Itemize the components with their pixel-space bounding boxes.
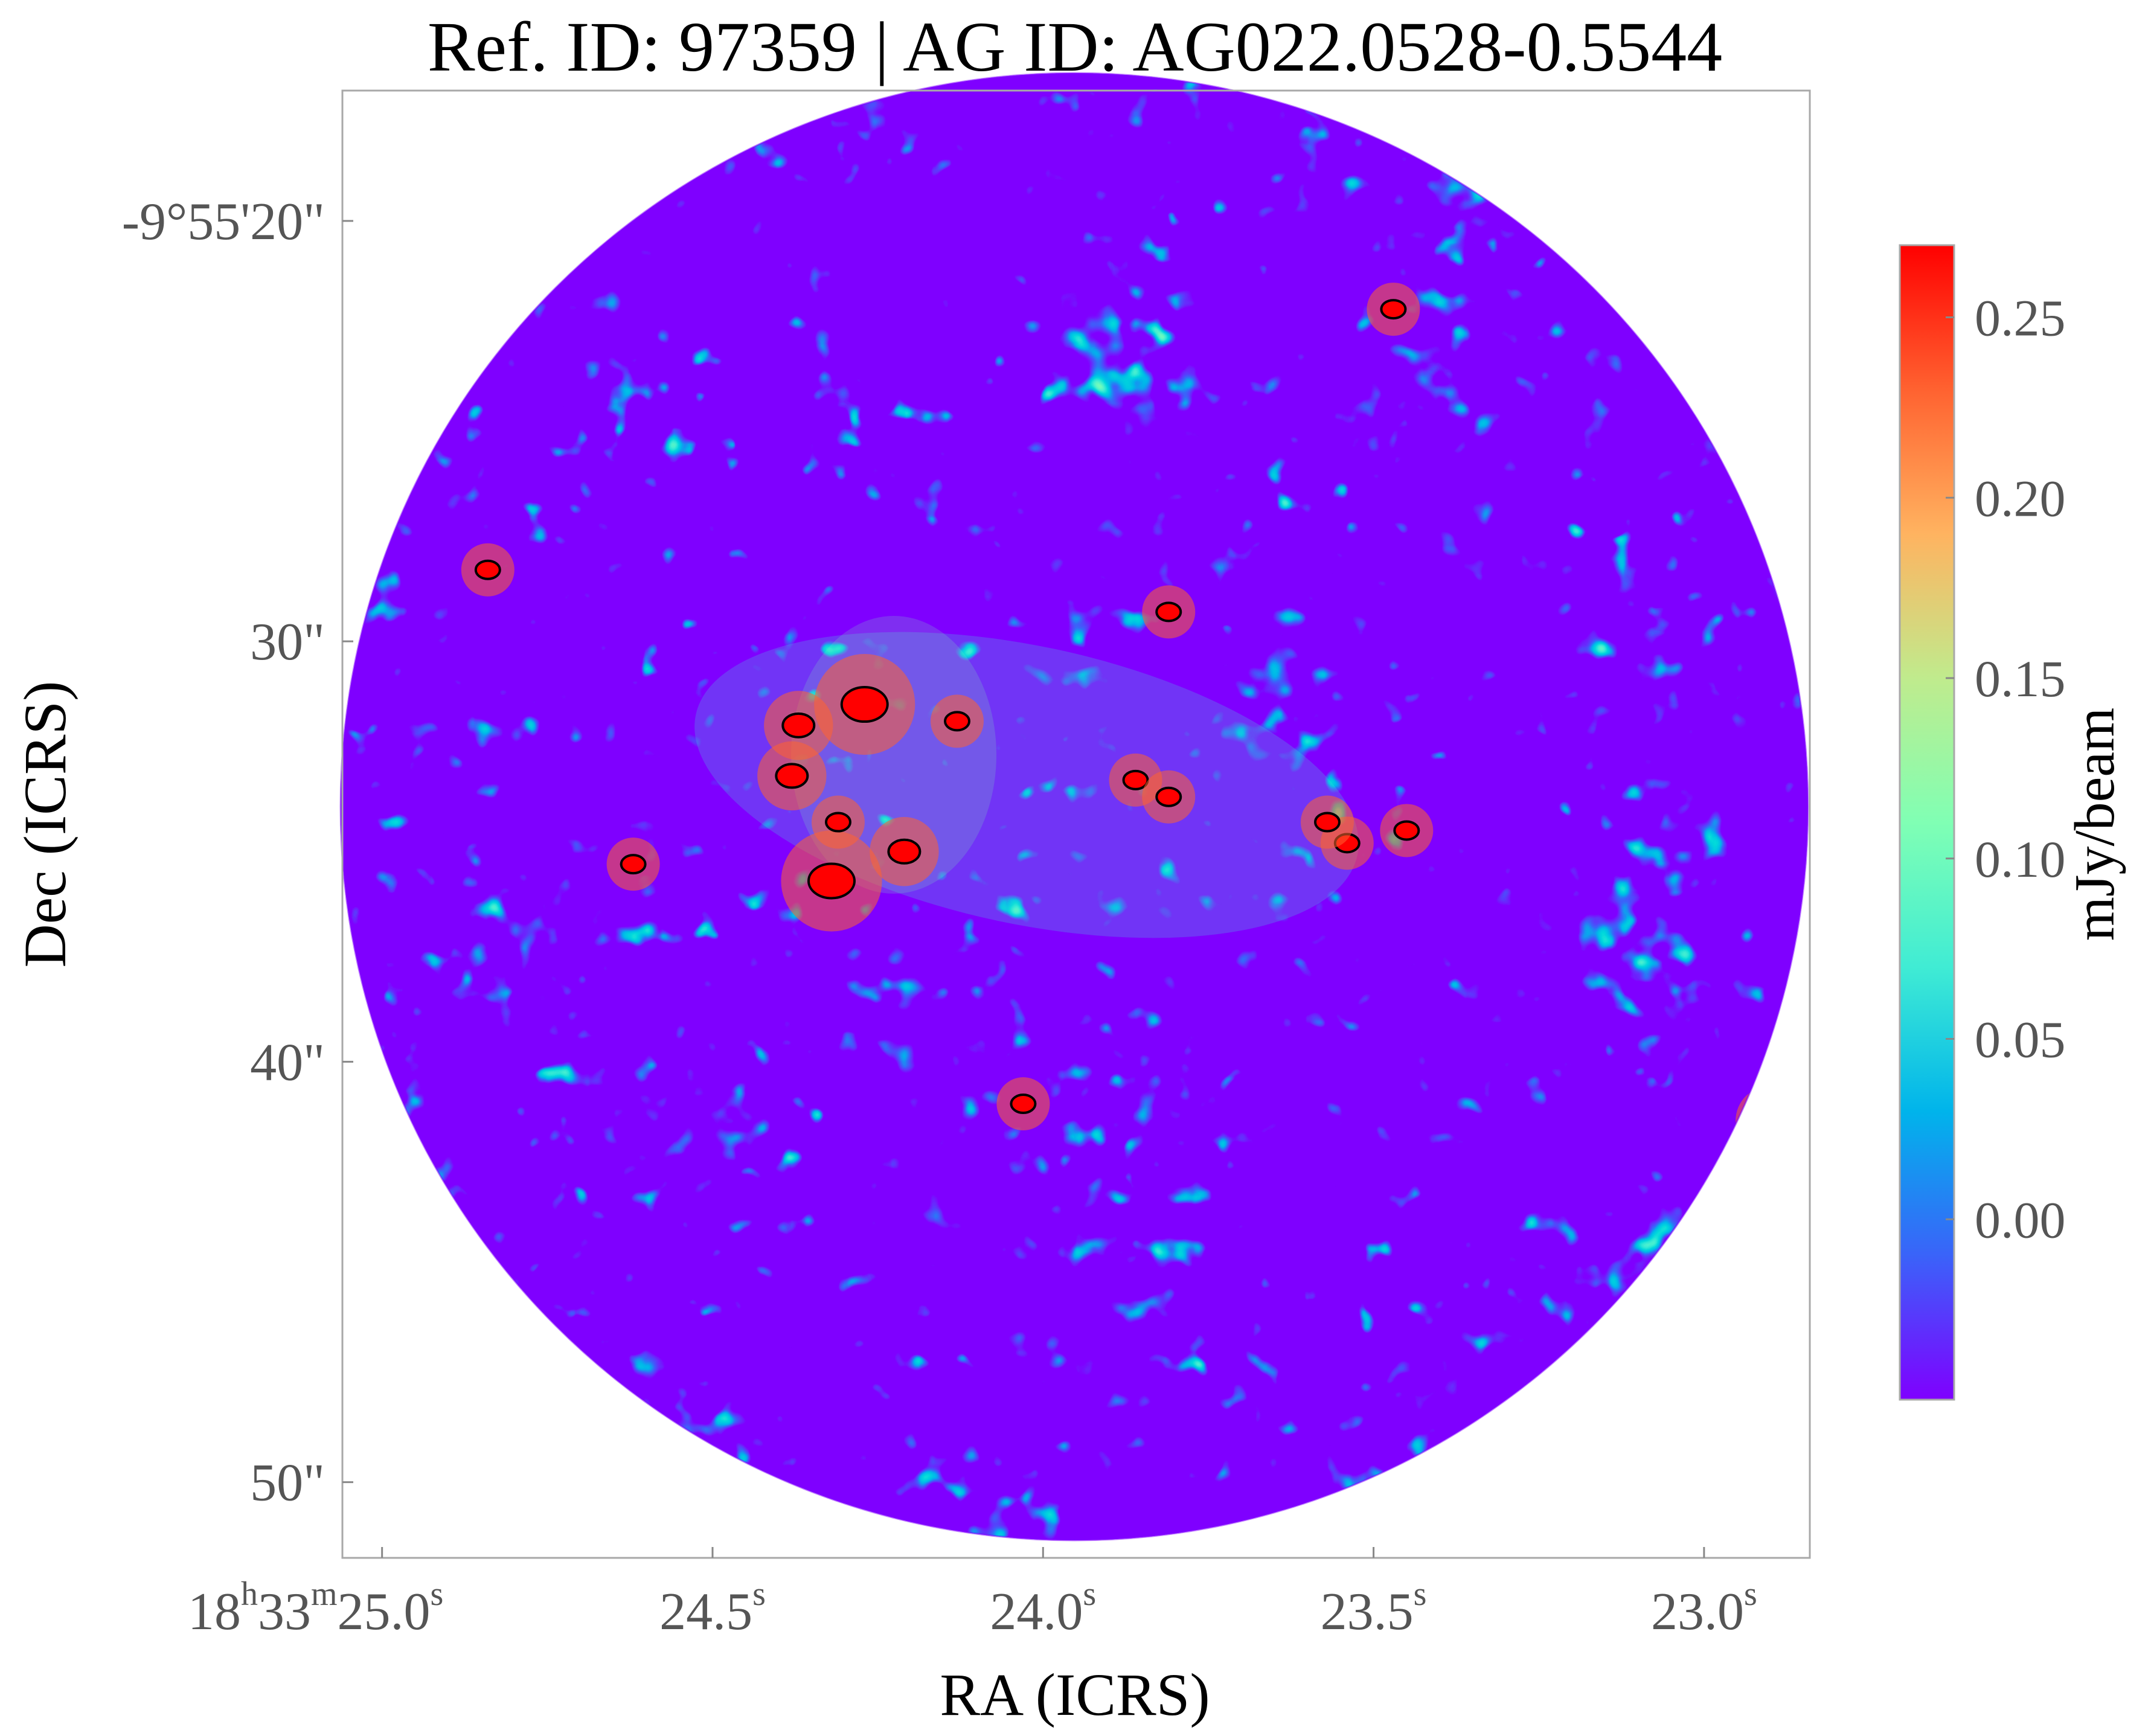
source-contour [824, 812, 851, 833]
x-tick-seconds: 24.5 [659, 1583, 752, 1641]
source-contour [943, 711, 970, 732]
source-contour [887, 838, 922, 865]
colorbar-tick-label: 0.05 [1975, 1011, 2066, 1069]
source-halo [1736, 1086, 1805, 1156]
y-tick-label: 50" [250, 1454, 325, 1513]
colorbar-tick-label: 0.20 [1975, 469, 2066, 527]
colorbar-bar [1899, 244, 1955, 1401]
colorbar-label: mJy/beam [2063, 708, 2126, 941]
x-tick-seconds: 25.0 [338, 1583, 431, 1641]
source-contour [781, 712, 816, 738]
colorbar-tick-label: 0.00 [1975, 1191, 2066, 1249]
x-tick-label: 23.0s [1651, 1575, 1757, 1641]
heatmap-noise [341, 73, 1808, 1540]
y-axis-ticks: -9°55'20" 30" 40" 50" [122, 193, 353, 1513]
source-contour [474, 559, 501, 580]
colorbar-tick-label: 0.25 [1975, 289, 2066, 347]
source-contour [1155, 786, 1182, 807]
x-axis-ticks: 18h33m25.0s 24.5s 24.0s 23.5s 23.0s [188, 1547, 1757, 1641]
x-tick-seconds-unit: s [431, 1575, 444, 1613]
x-tick-seconds-unit: s [1414, 1575, 1427, 1613]
y-tick-label: 30" [250, 613, 325, 671]
colorbar-tick-label: 0.10 [1975, 830, 2066, 888]
x-tick-seconds: 24.0 [990, 1583, 1083, 1641]
x-tick-seconds-unit: s [752, 1575, 766, 1613]
x-tick-seconds: 23.5 [1321, 1583, 1414, 1641]
colorbar-tick-label: 0.15 [1975, 650, 2066, 708]
source-contour [1010, 1094, 1037, 1115]
y-tick-label: 40" [250, 1033, 325, 1092]
source-contour [1155, 601, 1182, 623]
source-contour [1313, 812, 1341, 833]
source-contour [807, 862, 856, 900]
x-tick-hours-unit: h [241, 1575, 258, 1613]
field-of-view-edge [339, 72, 1809, 1542]
x-tick-label: 24.5s [659, 1575, 766, 1641]
x-tick-label: 23.5s [1321, 1575, 1427, 1641]
x-tick-seconds-unit: s [1744, 1575, 1757, 1613]
source-contour [840, 686, 889, 723]
y-axis-label: Dec (ICRS) [11, 681, 79, 968]
source-contour [1753, 1107, 1787, 1134]
x-tick-seconds: 23.0 [1651, 1583, 1744, 1641]
source-contour [1393, 820, 1420, 841]
source-contour [1122, 769, 1149, 790]
x-tick-seconds-unit: s [1083, 1575, 1096, 1613]
x-tick-minutes-unit: m [311, 1575, 338, 1613]
x-tick-hours: 18 [188, 1583, 241, 1641]
colorbar: 0.25 0.20 0.15 0.10 0.05 0.00 [1899, 244, 2066, 1401]
x-tick-label: 24.0s [990, 1575, 1096, 1641]
source-contour [1380, 299, 1407, 320]
source-contour [620, 854, 647, 875]
x-tick-label: 18h33m25.0s [188, 1575, 443, 1641]
x-axis-label: RA (ICRS) [940, 1661, 1210, 1728]
source-contour [775, 763, 809, 789]
y-tick-label: -9°55'20" [122, 193, 325, 251]
x-tick-minutes: 33 [258, 1583, 311, 1641]
plot-frame [341, 89, 1811, 1559]
heatmap-image [341, 73, 1808, 1540]
